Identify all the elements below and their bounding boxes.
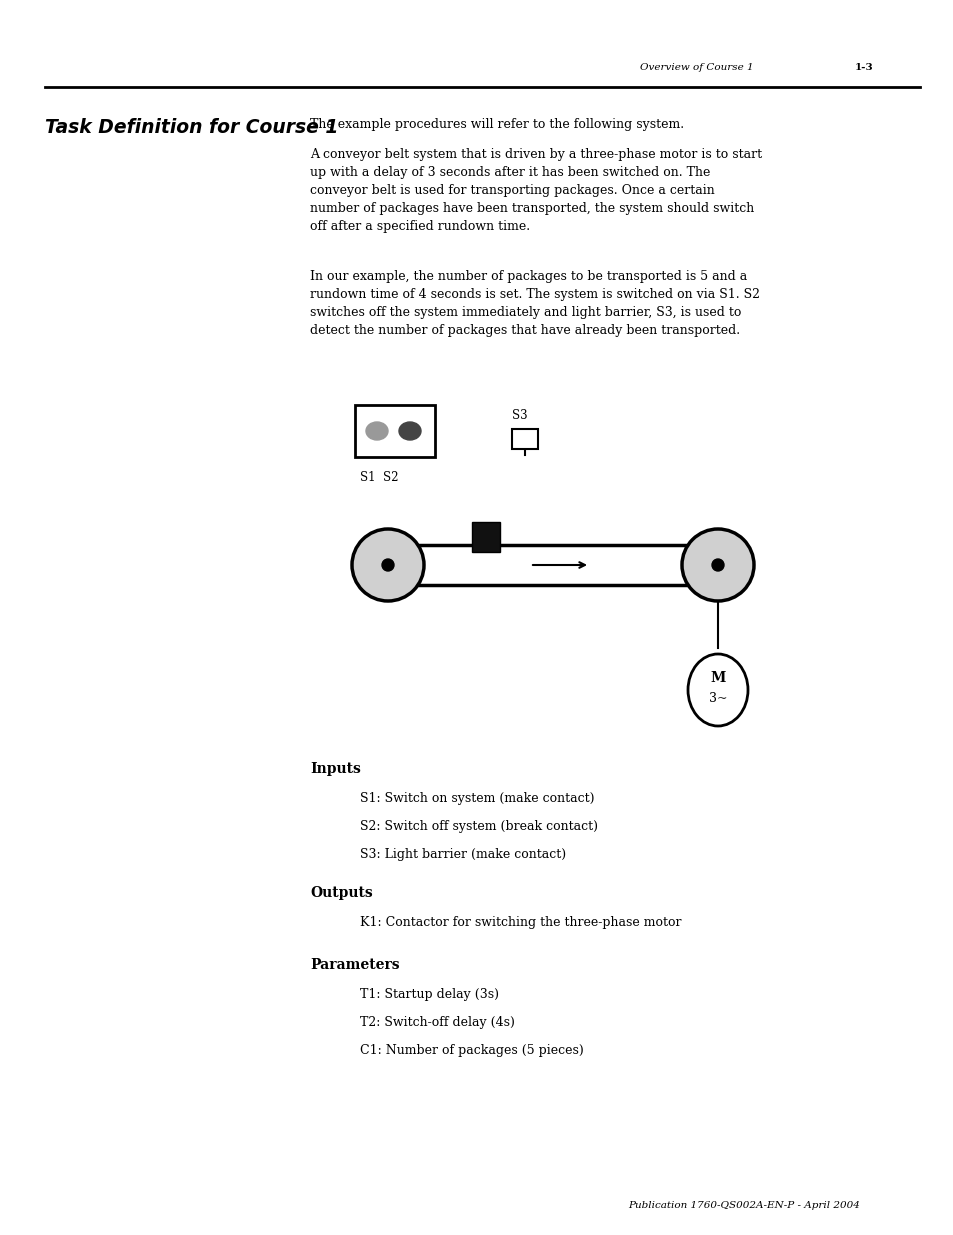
- Text: up with a delay of 3 seconds after it has been switched on. The: up with a delay of 3 seconds after it ha…: [310, 165, 710, 179]
- Text: S1: Switch on system (make contact): S1: Switch on system (make contact): [359, 792, 594, 805]
- Text: In our example, the number of packages to be transported is 5 and a: In our example, the number of packages t…: [310, 270, 746, 283]
- FancyBboxPatch shape: [472, 522, 499, 552]
- Text: off after a specified rundown time.: off after a specified rundown time.: [310, 220, 530, 233]
- Text: M: M: [710, 671, 725, 685]
- Ellipse shape: [366, 422, 388, 440]
- Ellipse shape: [398, 422, 420, 440]
- Text: Inputs: Inputs: [310, 762, 360, 776]
- Circle shape: [711, 559, 723, 571]
- FancyBboxPatch shape: [355, 405, 435, 457]
- Text: Overview of Course 1: Overview of Course 1: [639, 63, 753, 72]
- Text: The example procedures will refer to the following system.: The example procedures will refer to the…: [310, 119, 683, 131]
- Text: rundown time of 4 seconds is set. The system is switched on via S1. S2: rundown time of 4 seconds is set. The sy…: [310, 288, 760, 301]
- Text: switches off the system immediately and light barrier, S3, is used to: switches off the system immediately and …: [310, 306, 740, 319]
- Text: A conveyor belt system that is driven by a three-phase motor is to start: A conveyor belt system that is driven by…: [310, 148, 761, 161]
- Text: S3: S3: [512, 409, 527, 422]
- Text: S3: Light barrier (make contact): S3: Light barrier (make contact): [359, 848, 565, 861]
- Text: Parameters: Parameters: [310, 958, 399, 972]
- Text: T2: Switch-off delay (4s): T2: Switch-off delay (4s): [359, 1016, 515, 1029]
- FancyBboxPatch shape: [512, 429, 537, 450]
- Text: 3~: 3~: [708, 692, 726, 704]
- Text: detect the number of packages that have already been transported.: detect the number of packages that have …: [310, 324, 740, 337]
- Circle shape: [352, 529, 423, 601]
- Text: C1: Number of packages (5 pieces): C1: Number of packages (5 pieces): [359, 1044, 583, 1057]
- Text: Outputs: Outputs: [310, 885, 373, 900]
- Text: T1: Startup delay (3s): T1: Startup delay (3s): [359, 988, 498, 1002]
- Text: Task Definition for Course 1: Task Definition for Course 1: [45, 119, 338, 137]
- Text: number of packages have been transported, the system should switch: number of packages have been transported…: [310, 203, 754, 215]
- Text: K1: Contactor for switching the three-phase motor: K1: Contactor for switching the three-ph…: [359, 916, 680, 929]
- Circle shape: [681, 529, 753, 601]
- Text: Publication 1760-QS002A-EN-P - April 2004: Publication 1760-QS002A-EN-P - April 200…: [627, 1200, 859, 1210]
- Circle shape: [381, 559, 394, 571]
- Text: conveyor belt is used for transporting packages. Once a certain: conveyor belt is used for transporting p…: [310, 184, 714, 198]
- Text: S1  S2: S1 S2: [359, 471, 398, 484]
- Text: 1-3: 1-3: [854, 63, 873, 72]
- Ellipse shape: [687, 655, 747, 726]
- Text: S2: Switch off system (break contact): S2: Switch off system (break contact): [359, 820, 598, 832]
